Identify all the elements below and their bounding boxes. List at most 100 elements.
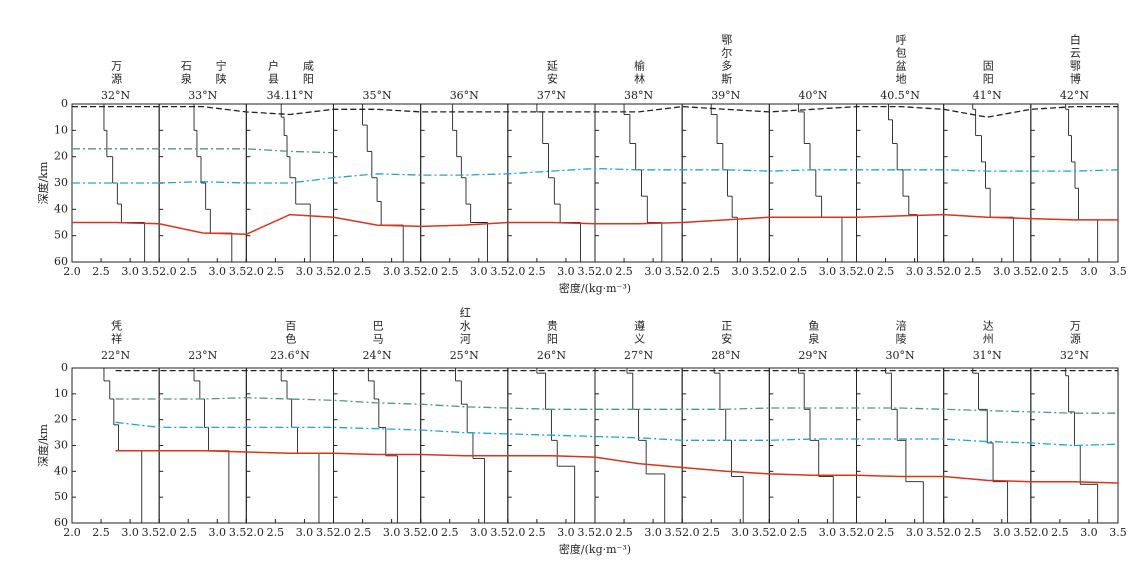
panel-title: 41°N [973, 89, 1002, 102]
x-tick-label: 2.5 [877, 526, 895, 539]
x-tick-label: 3.5 [926, 526, 944, 539]
x-tick-label: 2.5 [528, 265, 546, 278]
x-tick-label: 3.0 [644, 526, 662, 539]
panel-title: 24°N [363, 349, 392, 362]
x-tick-label: 3.0 [644, 265, 662, 278]
place-name: 榆林 [633, 59, 646, 86]
panel-title: 34.11°N [267, 89, 314, 102]
x-tick-label: 2.0 [595, 526, 613, 539]
panel-frame [507, 367, 596, 524]
x-tick-label: 2.5 [1051, 526, 1069, 539]
x-tick-label: 2.0 [769, 526, 787, 539]
place-name: 固阳 [981, 60, 994, 86]
x-tick-label: 3.5 [578, 526, 596, 539]
panel-title: 23.6°N [270, 349, 310, 362]
panel-frame [594, 367, 683, 524]
x-tick-label: 3.0 [732, 265, 750, 278]
place-name: 鱼泉 [807, 319, 820, 346]
y-axis-title: 深度/km [36, 161, 50, 204]
panel-title: 27°N [624, 349, 653, 362]
panel-title: 28°N [711, 349, 740, 362]
x-tick-label: 3.5 [752, 526, 770, 539]
y-tick-label: 30 [54, 439, 68, 452]
place-name: 正安 [720, 320, 733, 346]
x-tick-label: 2.0 [857, 265, 875, 278]
x-tick-label: 3.0 [209, 526, 227, 539]
x-axis-title: 密度/(kg·m⁻³) [559, 281, 631, 295]
place-name: 鄂尔多斯 [720, 34, 733, 86]
x-tick-label: 2.0 [421, 526, 439, 539]
x-tick-label: 2.0 [1031, 265, 1049, 278]
x-tick-label: 2.5 [790, 526, 808, 539]
x-tick-label: 3.5 [1109, 526, 1127, 539]
y-tick-label: 50 [54, 490, 68, 503]
x-tick-label: 3.0 [1080, 526, 1098, 539]
x-tick-label: 2.0 [246, 265, 263, 278]
interface-line [72, 213, 1118, 236]
place-name: 红水河 [458, 307, 471, 346]
panel-title: 37°N [537, 89, 566, 102]
x-tick-label: 2.5 [877, 265, 895, 278]
panel-title: 32°N [1060, 349, 1089, 362]
x-tick-label: 3.5 [490, 265, 508, 278]
interface-line [115, 397, 1118, 414]
x-tick-label: 3.5 [665, 526, 683, 539]
y-tick-label: 10 [54, 123, 68, 136]
x-tick-label: 3.0 [906, 265, 924, 278]
place-name: 白云鄂博 [1068, 33, 1081, 86]
x-tick-label: 2.5 [615, 526, 633, 539]
x-tick-label: 2.5 [1051, 265, 1069, 278]
x-tick-label: 3.0 [383, 526, 401, 539]
y-tick-label: 50 [54, 229, 68, 242]
panel-frame [768, 367, 857, 524]
panel-frame [681, 367, 770, 524]
y-tick-label: 10 [54, 387, 68, 400]
panel-frame [71, 367, 160, 524]
x-tick-label: 2.0 [857, 526, 875, 539]
place-name: 遵义 [633, 319, 646, 346]
x-tick-label: 3.0 [209, 265, 227, 278]
panel-title: 31°N [973, 349, 1002, 362]
x-tick-label: 3.0 [121, 265, 139, 278]
place-name: 万源 [1068, 320, 1081, 346]
x-tick-label: 2.0 [944, 265, 962, 278]
x-tick-label: 3.5 [229, 526, 247, 539]
x-tick-label: 3.5 [229, 265, 247, 278]
x-tick-label: 3.0 [906, 526, 924, 539]
x-tick-label: 3.0 [1080, 265, 1098, 278]
place-name: 万源 [110, 60, 123, 86]
x-tick-label: 2.0 [508, 265, 526, 278]
y-tick-label: 40 [54, 202, 68, 215]
x-tick-label: 2.0 [682, 265, 700, 278]
x-tick-label: 3.5 [142, 526, 160, 539]
y-tick-label: 0 [61, 97, 68, 110]
x-tick-label: 3.5 [578, 265, 596, 278]
x-tick-label: 3.5 [1109, 265, 1127, 278]
y-tick-label: 60 [54, 255, 68, 268]
x-tick-label: 3.0 [732, 526, 750, 539]
x-tick-label: 2.5 [267, 265, 285, 278]
panel-frame [943, 367, 1032, 524]
x-tick-label: 2.0 [944, 526, 962, 539]
place-name: 延安 [545, 60, 558, 86]
place-name: 咸阳 [301, 60, 314, 86]
interface-line [72, 105, 1118, 118]
panel-frame [507, 103, 596, 263]
panel-title: 29°N [798, 349, 827, 362]
panel-title: 36°N [450, 89, 479, 102]
x-tick-label: 2.5 [92, 526, 110, 539]
place-name: 百色 [284, 320, 297, 346]
x-tick-label: 3.0 [383, 265, 401, 278]
panel-title: 25°N [450, 349, 479, 362]
x-tick-label: 2.0 [246, 526, 263, 539]
x-tick-label: 2.5 [441, 526, 459, 539]
x-tick-label: 3.5 [142, 265, 160, 278]
x-tick-label: 2.0 [1031, 526, 1049, 539]
x-tick-label: 3.0 [470, 526, 488, 539]
x-tick-label: 3.5 [403, 265, 421, 278]
interface-line [72, 167, 1119, 184]
x-tick-label: 2.0 [63, 265, 81, 278]
x-tick-label: 2.0 [421, 265, 439, 278]
x-tick-label: 3.0 [557, 526, 575, 539]
y-axis-title: 深度/km [36, 424, 50, 467]
